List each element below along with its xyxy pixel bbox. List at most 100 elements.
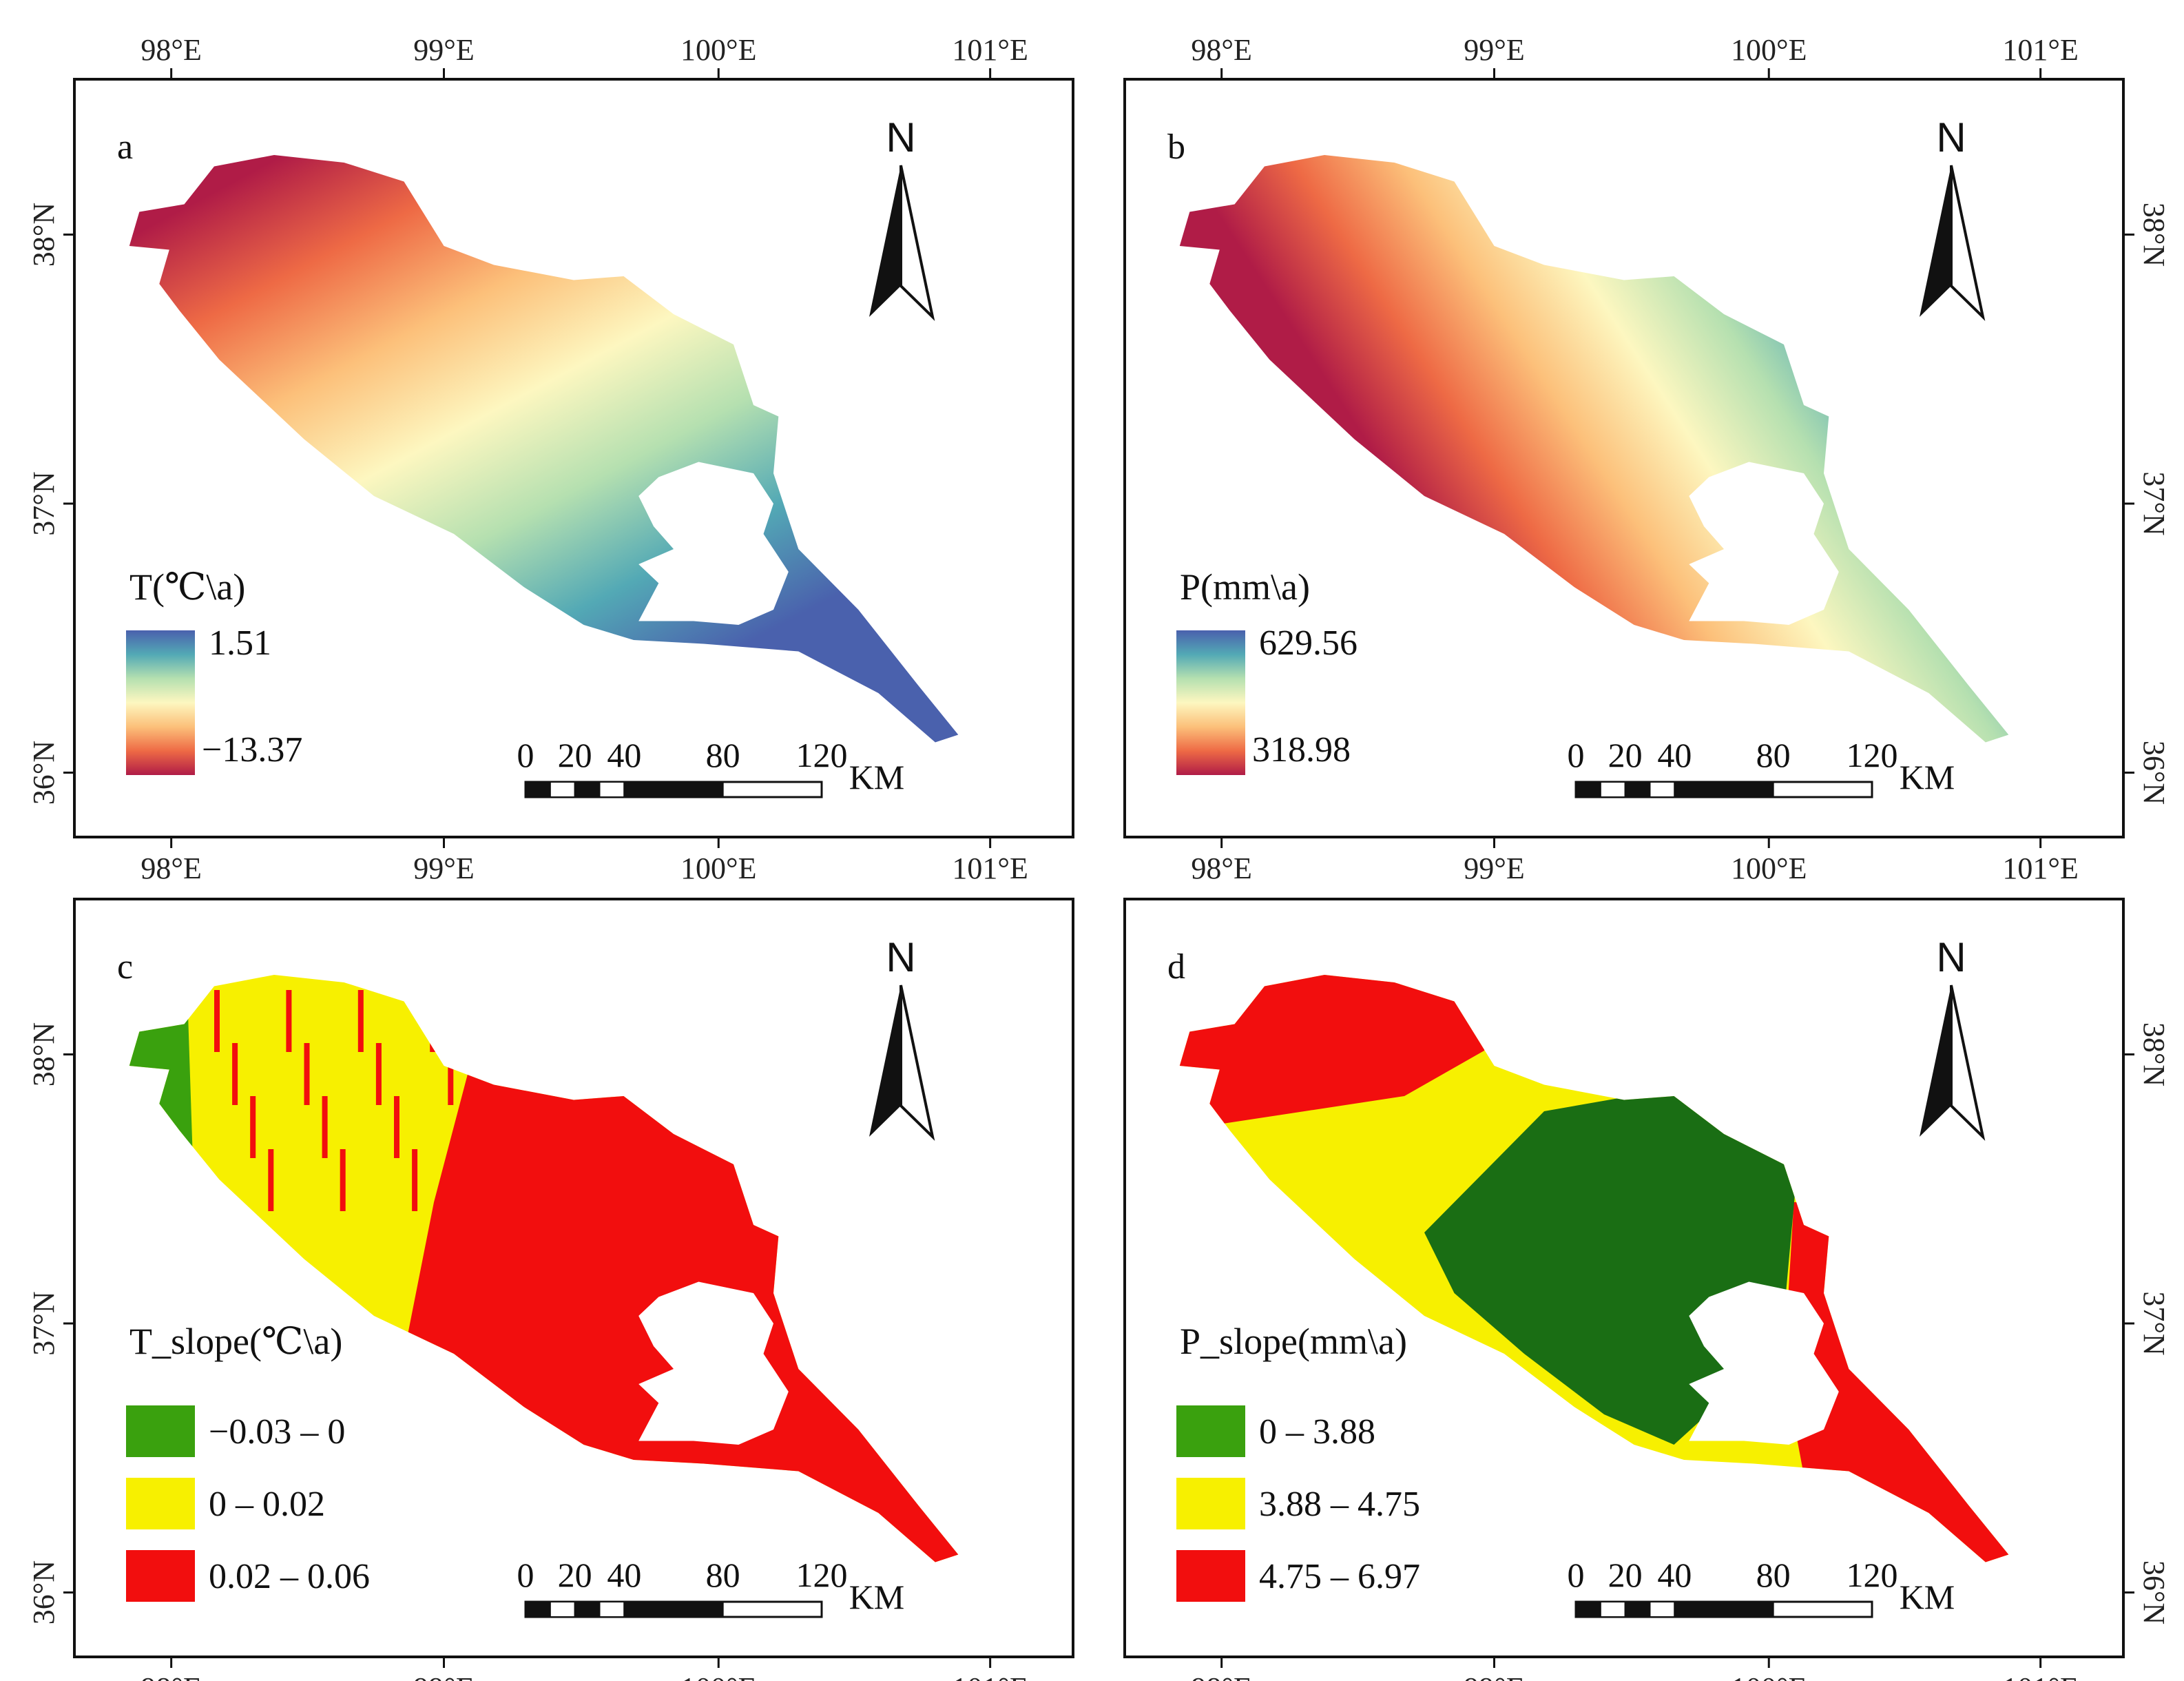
legend-swatch (126, 1405, 195, 1457)
scale-bar-segment (549, 781, 576, 798)
lake (638, 462, 789, 625)
lake (1689, 1281, 1839, 1445)
lon-label: 101°E (952, 852, 1028, 885)
lon-label: 98°E (1191, 852, 1251, 885)
north-arrow-right (899, 165, 935, 322)
lat-label: 38°N (27, 1022, 61, 1086)
lat-label: 38°N (2137, 1022, 2171, 1086)
scale-label: 40 (607, 736, 641, 774)
north-arrow-left (1920, 165, 1951, 317)
class-zone (1424, 1089, 1804, 1445)
class-speckle (340, 1149, 346, 1211)
lake (638, 1281, 789, 1445)
map-frame (1123, 898, 2125, 1658)
map-panel-c: 98°E 99°E 100°E 101°E 38°N 37°N 36°N c N 0 20 40 80 1… (27, 898, 1074, 1681)
basin-map (129, 155, 959, 743)
basin-classes (129, 975, 959, 1563)
class-speckle (268, 1149, 274, 1211)
lat-label: 36°N (2137, 741, 2171, 805)
basin-map (1179, 155, 2009, 743)
legend-class-label: 0 – 3.88 (1259, 1412, 1375, 1452)
north-label: N (1936, 114, 1966, 161)
scale-label: 0 (517, 736, 534, 774)
lon-label: 98°E (141, 33, 201, 67)
panel-tag: d (1167, 947, 1185, 987)
lon-label: 98°E (1191, 33, 1251, 67)
legend-max: 629.56 (1259, 623, 1358, 663)
scale-bar-segment (525, 781, 551, 798)
scale-bar-segment (1624, 781, 1651, 798)
panel-tag: a (117, 127, 133, 167)
legend-title: P_slope(mm\a) (1180, 1321, 1407, 1362)
class-speckle (286, 990, 292, 1052)
scale-unit: KM (849, 758, 905, 796)
lon-label: 101°E (952, 33, 1028, 67)
lon-label: 99°E (1464, 1671, 1524, 1681)
lon-label: 100°E (680, 852, 756, 885)
scale-bar-segment (1649, 1601, 1676, 1618)
lat-label: 36°N (27, 741, 61, 805)
legend-min: −13.37 (202, 730, 302, 770)
scale-label: 40 (1657, 1556, 1692, 1594)
legend: T(℃\a) 1.51 −13.37 (126, 566, 302, 775)
legend-title: T(℃\a) (129, 566, 245, 608)
legend-swatch (1176, 1550, 1245, 1602)
legend-swatch (1176, 1405, 1245, 1457)
lon-label: 98°E (141, 852, 201, 885)
scale-label: 40 (607, 1556, 641, 1594)
basin-map (129, 975, 959, 1563)
legend-title: P(mm\a) (1180, 566, 1310, 608)
class-speckle (250, 1096, 256, 1158)
scale-bar-segment (1674, 781, 1774, 798)
scale-unit: KM (1900, 1578, 1955, 1616)
legend-class-label: 4.75 – 6.97 (1259, 1557, 1420, 1596)
legend-ramp (1176, 630, 1245, 775)
legend: T_slope(℃\a) −0.03 – 0 0 – 0.02 0.02 – 0.06 (126, 1321, 370, 1602)
basin-classes (1179, 975, 2009, 1563)
scale-label: 20 (1608, 1556, 1643, 1594)
map-panel-a: 98°E 98°E 99°E 99°E 100°E 100°E 101°E 101°E 38°N… (27, 33, 1074, 885)
class-speckle (412, 1149, 418, 1211)
lon-label: 101°E (2002, 33, 2078, 67)
scale-bar-segment (1649, 781, 1676, 798)
class-speckle (430, 990, 436, 1052)
scale-label: 0 (517, 1556, 534, 1594)
scale-label: 120 (1847, 1556, 1898, 1594)
lat-label: 37°N (2137, 1291, 2171, 1355)
lon-label: 99°E (413, 33, 474, 67)
north-arrow-icon: N (869, 114, 935, 322)
scale-label: 0 (1568, 1556, 1585, 1594)
lon-label: 98°E (141, 1671, 201, 1681)
north-arrow-icon: N (1920, 114, 1986, 322)
lon-label: 100°E (1731, 852, 1807, 885)
scale-label: 120 (796, 736, 848, 774)
lat-label: 38°N (27, 203, 61, 267)
lon-label: 100°E (680, 1671, 756, 1681)
panel-tag: b (1167, 127, 1185, 167)
panel-tag: c (117, 947, 133, 987)
scale-label: 80 (1756, 736, 1791, 774)
scale-label: 120 (1847, 736, 1898, 774)
north-arrow-icon: N (869, 934, 935, 1142)
class-speckle (322, 1096, 328, 1158)
scale-bar-segment (525, 1601, 551, 1618)
class-speckle (394, 1096, 399, 1158)
lon-label: 100°E (1731, 1671, 1807, 1681)
lon-label: 101°E (2002, 852, 2078, 885)
legend-max: 1.51 (209, 623, 271, 663)
legend: P(mm\a) 629.56 318.98 (1176, 566, 1358, 775)
scale-label: 80 (706, 736, 740, 774)
legend-class-label: 3.88 – 4.75 (1259, 1485, 1420, 1524)
scale-bar-segment (574, 1601, 601, 1618)
lat-label: 37°N (27, 1291, 61, 1355)
north-arrow-right (899, 984, 935, 1142)
lon-label: 99°E (413, 852, 474, 885)
scale-unit: KM (1900, 758, 1955, 796)
lon-label: 100°E (680, 33, 756, 67)
scale-label: 20 (1608, 736, 1643, 774)
